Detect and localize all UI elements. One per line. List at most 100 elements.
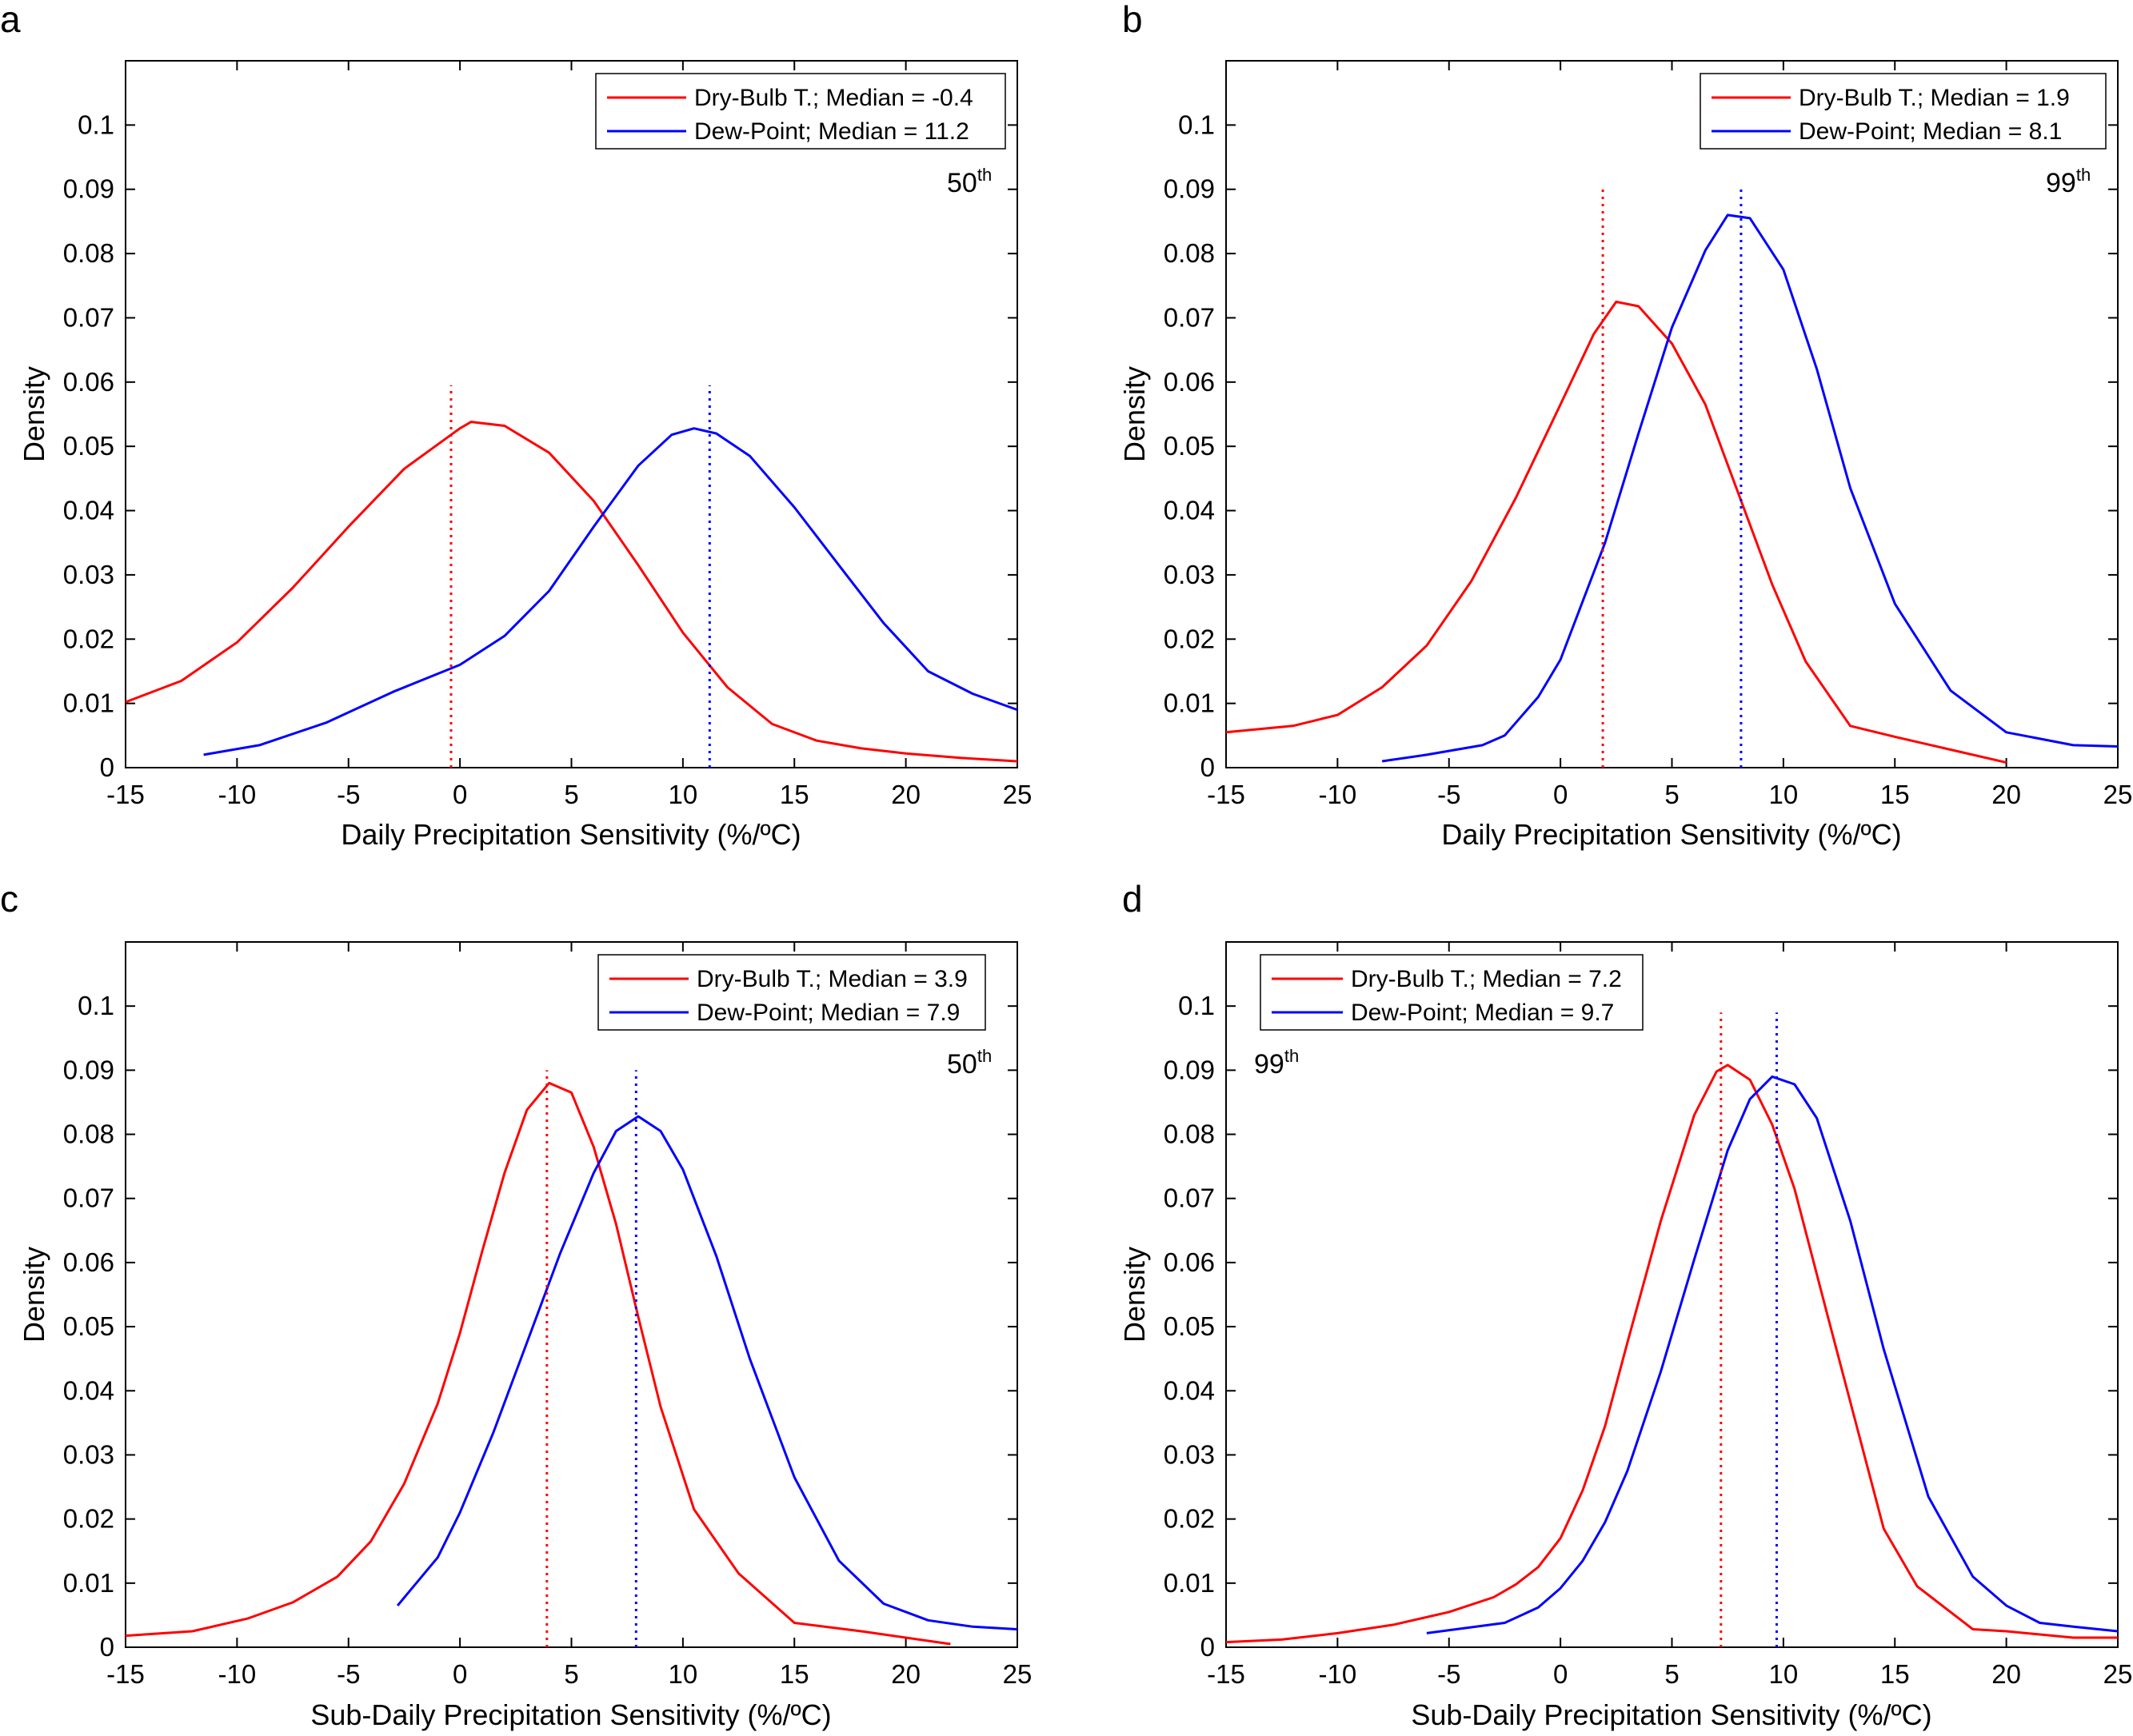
x-tick-label: 0 xyxy=(453,1659,467,1689)
legend-label-dew-point: Dew-Point; Median = 9.7 xyxy=(1351,1000,1614,1026)
y-tick-label: 0.05 xyxy=(1164,431,1215,461)
y-tick-label: 0.04 xyxy=(63,496,114,525)
y-tick-label: 0.02 xyxy=(63,624,114,653)
x-tick-label: 10 xyxy=(669,1659,698,1689)
x-tick-label: 25 xyxy=(1003,780,1033,809)
panel-letter: a xyxy=(0,0,21,40)
x-tick-label: 25 xyxy=(1003,1659,1033,1689)
y-tick-label: 0.04 xyxy=(1164,496,1215,525)
percentile-label: 99th xyxy=(1254,1046,1299,1080)
legend: Dry-Bulb T.; Median = 7.2 Dew-Point; Med… xyxy=(1260,954,1644,1031)
median-lines xyxy=(449,385,711,768)
y-tick-label: 0.02 xyxy=(1164,1504,1215,1534)
percentile-suffix: th xyxy=(1284,1046,1299,1066)
x-tick-label: 15 xyxy=(780,1659,809,1689)
median-lines xyxy=(1601,189,1743,768)
y-tick-label: 0.07 xyxy=(63,1183,114,1213)
legend-label-dry-bulb: Dry-Bulb T.; Median = -0.4 xyxy=(694,85,973,111)
y-tick-label: 0.03 xyxy=(63,560,114,589)
x-tick-label: 5 xyxy=(564,1659,578,1689)
legend-label-dry-bulb: Dry-Bulb T.; Median = 3.9 xyxy=(697,966,968,992)
plot-frame xyxy=(125,941,1018,1648)
legend-label-dew-point: Dew-Point; Median = 8.1 xyxy=(1799,118,2062,145)
y-tick-label: 0.08 xyxy=(1164,1119,1215,1149)
dew-point-density-line xyxy=(1426,1075,2119,1634)
y-axis-label: Density xyxy=(18,366,50,462)
x-tick-label: -15 xyxy=(106,780,145,809)
x-tick-label: 15 xyxy=(1880,780,1910,809)
y-tick-label: 0 xyxy=(1200,752,1215,782)
x-tick-label: -10 xyxy=(218,1659,257,1689)
panel-c: c 00.010.020.030.040.050.060.070.080.090… xyxy=(0,878,1032,1731)
plot-frame xyxy=(125,60,1018,768)
x-tick-label: 25 xyxy=(2103,780,2133,809)
percentile-label: 99th xyxy=(2046,165,2091,198)
y-tick-label: 0.02 xyxy=(63,1504,114,1534)
percentile-suffix: th xyxy=(977,1046,992,1066)
y-tick-label: 0.03 xyxy=(1164,560,1215,589)
x-axis-label: Daily Precipitation Sensitivity (%/ºC) xyxy=(341,818,801,851)
x-tick-label: -10 xyxy=(1319,1659,1357,1689)
y-tick-label: 0.01 xyxy=(1164,1568,1215,1598)
y-tick-label: 0.05 xyxy=(63,1311,114,1341)
x-tick-label: 5 xyxy=(564,780,578,809)
legend: Dry-Bulb T.; Median = 3.9 Dew-Point; Med… xyxy=(597,954,986,1031)
y-tick-label: 0.08 xyxy=(1164,238,1215,268)
x-tick-label: -15 xyxy=(1207,780,1245,809)
y-tick-label: 0.07 xyxy=(1164,1183,1215,1213)
x-axis-label: Sub-Daily Precipitation Sensitivity (%/º… xyxy=(310,1698,831,1731)
percentile-value: 50 xyxy=(947,1049,977,1080)
y-tick-label: 0.06 xyxy=(1164,367,1215,397)
x-tick-label: 20 xyxy=(891,1659,921,1689)
x-axis: -15 -10 -5 0 5 10 15 20 25 xyxy=(1207,61,2132,809)
x-tick-label: -5 xyxy=(337,1659,360,1689)
x-axis-label: Sub-Daily Precipitation Sensitivity (%/º… xyxy=(1411,1698,1931,1731)
percentile-value: 50 xyxy=(947,168,977,198)
y-tick-label: 0.1 xyxy=(1178,991,1215,1020)
y-tick-label: 0.02 xyxy=(1164,624,1215,653)
y-tick-label: 0.07 xyxy=(63,302,114,332)
y-tick-label: 0.1 xyxy=(78,991,114,1020)
x-axis: -15 -10 -5 0 5 10 15 20 25 xyxy=(106,942,1032,1689)
panel-letter: c xyxy=(0,878,18,920)
legend-box xyxy=(597,954,986,1031)
x-tick-label: -15 xyxy=(106,1659,145,1689)
legend: Dry-Bulb T.; Median = 1.9 Dew-Point; Med… xyxy=(1700,73,2107,150)
legend-label-dew-point: Dew-Point; Median = 11.2 xyxy=(694,118,969,145)
x-tick-label: 10 xyxy=(1769,780,1799,809)
median-lines xyxy=(545,1070,637,1647)
y-tick-label: 0.09 xyxy=(1164,174,1215,204)
x-tick-label: 0 xyxy=(1553,1659,1568,1689)
panel-b: b 00.010.020.030.040.050.060.070.080.090… xyxy=(1118,0,2132,851)
legend-label-dry-bulb: Dry-Bulb T.; Median = 1.9 xyxy=(1799,85,2070,111)
y-tick-label: 0.06 xyxy=(1164,1247,1215,1277)
x-tick-label: 0 xyxy=(453,780,467,809)
y-tick-label: 0.08 xyxy=(63,238,114,268)
dry-bulb-density-line xyxy=(1225,300,2007,764)
x-tick-label: -10 xyxy=(218,780,257,809)
percentile-value: 99 xyxy=(2046,168,2076,198)
x-tick-label: 15 xyxy=(1880,1659,1910,1689)
y-tick-label: 0.03 xyxy=(1164,1439,1215,1469)
y-tick-label: 0.04 xyxy=(63,1375,114,1405)
panel-letter: d xyxy=(1122,878,1143,920)
series-group xyxy=(125,1081,1018,1646)
y-axis: 0 0.01 0.02 0.03 0.04 0.05 0.06 0.07 0.08 0.09 0.1 xyxy=(63,991,1017,1662)
x-tick-label: -5 xyxy=(1437,780,1460,809)
y-tick-label: 0.01 xyxy=(63,688,114,718)
series-group xyxy=(1225,1064,2119,1644)
legend-box xyxy=(1260,954,1644,1031)
x-tick-label: 25 xyxy=(2103,1659,2133,1689)
dry-bulb-density-line xyxy=(125,421,1018,763)
y-axis-label: Density xyxy=(1118,1247,1151,1343)
y-tick-label: 0 xyxy=(1200,1632,1215,1662)
x-tick-label: 20 xyxy=(1991,1659,2021,1689)
x-tick-label: 20 xyxy=(891,780,921,809)
x-tick-label: 10 xyxy=(1769,1659,1799,1689)
y-tick-label: 0.1 xyxy=(1178,110,1215,139)
x-tick-label: 20 xyxy=(1991,780,2021,809)
y-tick-label: 0.09 xyxy=(63,1055,114,1084)
y-tick-label: 0 xyxy=(100,1632,114,1662)
y-tick-label: 0.01 xyxy=(1164,688,1215,718)
